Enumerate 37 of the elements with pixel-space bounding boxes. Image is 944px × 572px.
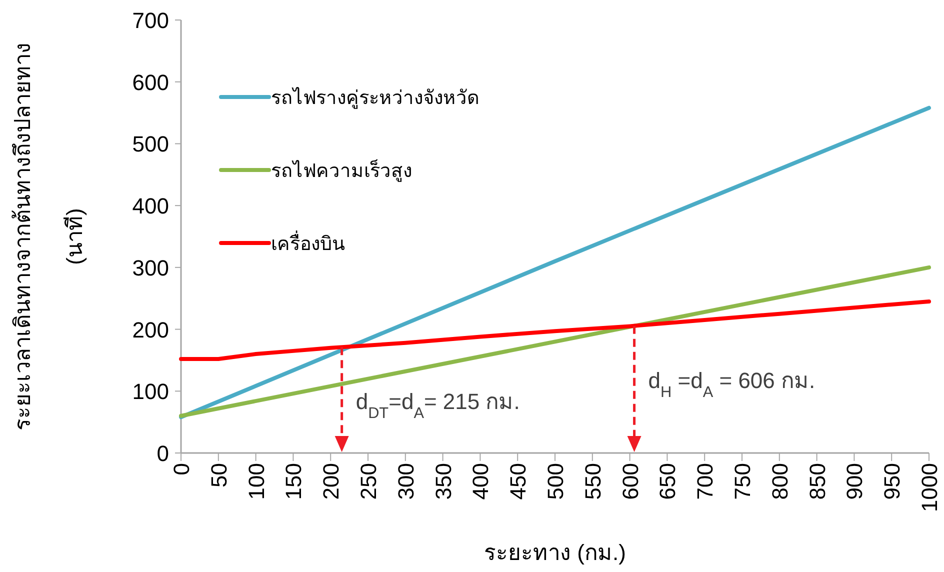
legend-label: เครื่องบิน [271, 230, 345, 255]
y-tick-label: 300 [132, 255, 169, 280]
y-tick-label: 400 [132, 194, 169, 219]
x-axis-title: ระยะทาง (กม.) [484, 540, 626, 565]
legend-label: รถไฟความเร็วสูง [271, 158, 412, 182]
text: ระยะเวลาเดินทางจากต้นทางถึงปลายทาง (นาที) [10, 42, 87, 430]
line-series [179, 299, 931, 361]
y-tick-label: 100 [132, 379, 169, 404]
x-tick-label: 300 [393, 463, 418, 500]
x-tick-label: 150 [281, 463, 306, 500]
x-tick-label: 900 [842, 463, 868, 500]
x-tick-label: 200 [318, 463, 344, 500]
y-tick-label: 200 [132, 317, 169, 342]
y-tick-label: 0 [156, 441, 169, 466]
x-tick-label: 800 [767, 463, 792, 500]
x-tick-label: 0 [169, 463, 194, 476]
legend-label: รถไฟรางคู่ระหว่างจังหวัด [271, 87, 479, 109]
x-tick-label: 850 [804, 463, 830, 500]
x-tick-label: 650 [655, 463, 680, 500]
x-tick-label: 500 [543, 463, 568, 500]
y-tick-label: 700 [132, 8, 169, 33]
x-tick-label: 250 [356, 463, 381, 500]
ref-line-label: d$_{H}$ =d$_{A}$ = 606 กม. [648, 368, 816, 400]
ref-line-label: d$_{DT}$=d$_{A}$= 215 กม. [356, 389, 520, 422]
x-tick-label: 1000 [917, 463, 942, 512]
x-tick-label: 450 [506, 463, 531, 500]
x-tick-label: 950 [880, 463, 905, 500]
x-tick-label: 350 [430, 463, 456, 500]
x-tick-label: 600 [618, 463, 643, 500]
x-tick-label: 550 [580, 463, 606, 500]
x-tick-label: 100 [244, 463, 269, 500]
y-tick-label: 500 [132, 132, 169, 157]
y-tick-label: 600 [132, 70, 169, 95]
x-tick-label: 700 [692, 463, 718, 500]
x-tick-label: 50 [206, 463, 232, 488]
x-tick-label: 400 [468, 463, 494, 500]
x-tick-label: 750 [730, 463, 755, 500]
